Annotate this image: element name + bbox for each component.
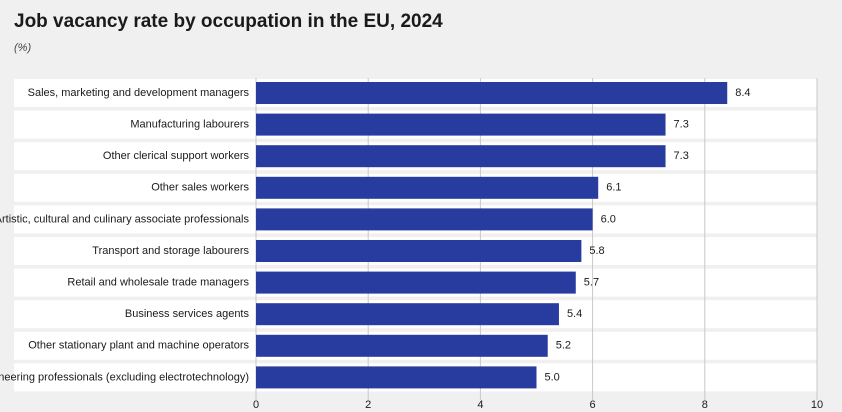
bar <box>256 208 593 231</box>
y-tick-label: Retail and wholesale trade managers <box>67 277 249 289</box>
y-tick-label: Other clerical support workers <box>103 150 250 162</box>
x-tick-label: 6 <box>590 399 596 411</box>
y-tick-label: Business services agents <box>125 308 250 320</box>
value-label: 6.1 <box>606 182 621 194</box>
value-label: 7.3 <box>674 150 689 162</box>
value-label: 7.3 <box>674 119 689 131</box>
bar <box>256 113 666 136</box>
chart-title: Job vacancy rate by occupation in the EU… <box>14 11 443 32</box>
x-tick-label: 4 <box>477 399 483 411</box>
x-tick-label: 0 <box>253 399 259 411</box>
y-tick-label: Other stationary plant and machine opera… <box>28 340 249 352</box>
bar <box>256 176 599 199</box>
bar <box>256 303 559 326</box>
y-tick-label: Transport and storage labourers <box>92 245 249 257</box>
value-label: 5.0 <box>545 371 560 383</box>
bar <box>256 334 548 357</box>
y-tick-label: Other sales workers <box>151 182 249 194</box>
value-label: 5.2 <box>556 340 571 352</box>
y-tick-label: Artistic, cultural and culinary associat… <box>0 213 249 225</box>
bar <box>256 366 537 389</box>
x-tick-label: 2 <box>365 399 371 411</box>
x-tick-label: 10 <box>811 399 823 411</box>
bar <box>256 240 582 262</box>
bar <box>256 271 576 294</box>
value-label: 5.7 <box>584 277 599 289</box>
value-label: 5.8 <box>589 245 604 257</box>
value-label: 8.4 <box>735 87 750 99</box>
bar <box>256 82 728 104</box>
value-label: 6.0 <box>601 213 616 225</box>
chart-subtitle: (%) <box>14 42 31 54</box>
bar <box>256 145 666 168</box>
y-tick-label: Engineering professionals (excluding ele… <box>0 371 249 383</box>
y-tick-label: Manufacturing labourers <box>130 119 249 131</box>
y-tick-label: Sales, marketing and development manager… <box>28 87 250 99</box>
x-tick-label: 8 <box>702 399 708 411</box>
value-label: 5.4 <box>567 308 582 320</box>
